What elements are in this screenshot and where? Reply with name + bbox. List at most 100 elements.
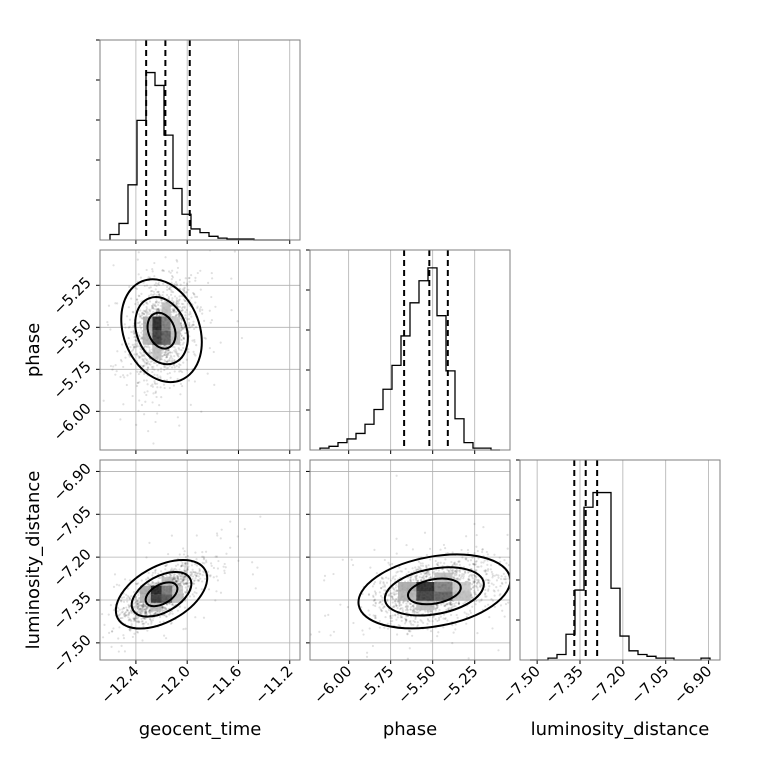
scatter-point [194, 563, 197, 566]
scatter-point [183, 568, 186, 571]
scatter-point [150, 384, 153, 387]
scatter-point [506, 533, 509, 536]
scatter-point [138, 610, 142, 614]
scatter-point [142, 610, 145, 613]
scatter-point [505, 562, 508, 565]
scatter-point [399, 624, 402, 628]
scatter-point [361, 592, 364, 596]
scatter-point [426, 617, 429, 621]
scatter-point [162, 383, 166, 386]
scatter-point [459, 576, 463, 579]
scatter-point [415, 574, 418, 578]
scatter-point [152, 290, 155, 293]
scatter-point [472, 586, 475, 589]
scatter-point [415, 569, 418, 572]
scatter-point [155, 309, 158, 312]
hist-panel-luminosity_distance: −7.50−7.35−7.20−7.05−6.90 [499, 459, 721, 707]
scatter-point [196, 271, 199, 275]
scatter-point [127, 613, 130, 616]
density-cell [452, 591, 471, 601]
density-cell [416, 600, 435, 611]
scatter-point [116, 610, 119, 613]
scatter-point [171, 297, 174, 300]
scatter-point [134, 338, 138, 342]
scatter-point [411, 611, 414, 614]
scatter-point [187, 379, 191, 382]
scatter-point [210, 295, 213, 299]
scatter-point [151, 306, 154, 309]
scatter-point [185, 308, 188, 312]
scatter-point [453, 573, 456, 576]
scatter-point [483, 559, 486, 562]
scatter-point [173, 310, 176, 313]
scatter-point [193, 380, 197, 383]
y-tick-label-phase: −5.75 [50, 357, 95, 402]
scatter-point [378, 582, 382, 585]
scatter-point [145, 346, 149, 349]
scatter-point [180, 574, 183, 578]
scatter-point [176, 300, 179, 303]
scatter-point [382, 581, 385, 584]
scatter-point [139, 370, 142, 373]
scatter-point [172, 359, 176, 362]
scatter-point [206, 372, 209, 375]
scatter-point [444, 603, 448, 607]
scatter-point [180, 564, 184, 567]
y-tick-label-luminosity_distance: −7.05 [50, 502, 95, 547]
scatter-point [129, 618, 132, 622]
scatter-point [425, 575, 428, 578]
scatter-point [173, 370, 176, 373]
scatter-point [452, 605, 456, 608]
scatter-point [372, 582, 376, 586]
scatter-point [495, 579, 499, 582]
scatter-point [389, 614, 392, 618]
scatter-point [201, 561, 204, 564]
scatter-point [492, 583, 495, 586]
scatter-point [135, 620, 138, 623]
scatter-point [442, 626, 445, 629]
scatter-point [202, 570, 205, 573]
scatter-point [178, 583, 181, 586]
scatter-point [395, 633, 399, 636]
scatter-point [182, 580, 185, 583]
scatter-point [165, 608, 168, 611]
scatter-point [474, 591, 477, 594]
scatter-point [182, 564, 186, 568]
scatter-point [159, 358, 162, 361]
scatter-point [236, 535, 239, 538]
scatter-point [156, 301, 159, 304]
scatter-point [170, 355, 173, 358]
scatter-point [148, 308, 151, 311]
scatter-point [154, 611, 157, 615]
scatter-point [457, 602, 461, 605]
scatter-point [372, 594, 375, 597]
scatter-point [213, 383, 216, 386]
scatter-point [128, 618, 131, 622]
scatter-point [292, 613, 294, 615]
scatter-point [174, 580, 178, 583]
scatter-point [426, 572, 429, 575]
scatter-point [149, 619, 153, 622]
scatter-point [172, 311, 175, 314]
y-tick-label-luminosity_distance: −7.50 [50, 631, 95, 676]
scatter-point [145, 362, 149, 365]
scatter-point [136, 582, 140, 585]
scatter-point [445, 602, 448, 606]
scatter-point [151, 304, 154, 308]
scatter-point [142, 608, 145, 611]
scatter-point [190, 564, 194, 567]
scatter-point [155, 284, 158, 287]
scatter-point [212, 566, 216, 570]
scatter-point [397, 624, 400, 627]
scatter-point [224, 566, 227, 569]
scatter-point [487, 588, 490, 591]
scatter-point [406, 604, 409, 607]
scatter-point [164, 356, 168, 359]
scatter-point [162, 575, 165, 578]
scatter-point [199, 577, 202, 580]
scatter-point [195, 344, 198, 347]
scatter-point [374, 591, 377, 594]
scatter-point [397, 613, 400, 616]
scatter-point [393, 593, 396, 596]
scatter-point [131, 394, 134, 398]
